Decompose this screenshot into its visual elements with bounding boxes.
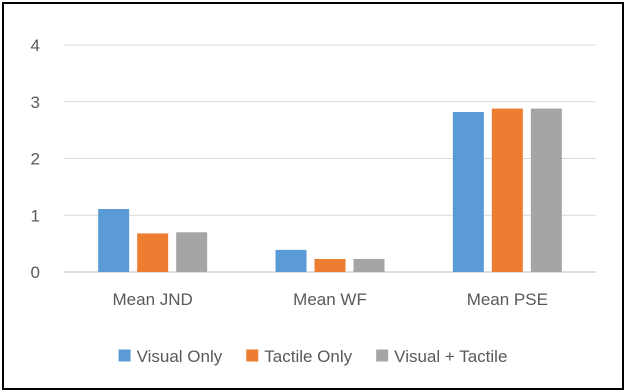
x-tick-label-mean-jnd: Mean JND — [113, 290, 193, 309]
legend-swatch-visual-only — [118, 349, 131, 362]
bar-mean-pse-visual-tactile — [530, 108, 562, 272]
legend-item-visual-tactile: Visual + Tactile — [376, 347, 507, 366]
bar-mean-jnd-tactile-only — [137, 233, 169, 272]
y-tick-label-2: 2 — [31, 150, 40, 169]
bar-mean-wf-tactile-only — [314, 258, 346, 272]
bar-mean-pse-tactile-only — [491, 108, 523, 272]
x-tick-label-mean-wf: Mean WF — [293, 290, 367, 309]
bar-mean-jnd-visual-tactile — [176, 232, 208, 272]
legend-swatch-visual-tactile — [376, 349, 389, 362]
y-tick-label-0: 0 — [31, 263, 40, 282]
bar-mean-wf-visual-tactile — [353, 258, 385, 272]
x-tick-label-mean-pse: Mean PSE — [467, 290, 548, 309]
y-tick-label-1: 1 — [31, 206, 40, 225]
bar-mean-pse-visual-only — [452, 111, 484, 272]
bar-chart: 0 1 2 3 4 Mean JND Mean WF Mean PSE Visual Onl… — [31, 36, 596, 366]
legend-swatch-tactile-only — [246, 349, 259, 362]
legend-label-tactile-only: Tactile Only — [264, 347, 352, 366]
legend-label-visual-tactile: Visual + Tactile — [394, 347, 507, 366]
x-axis-ticks: Mean JND Mean WF Mean PSE — [113, 290, 548, 309]
legend: Visual Only Tactile Only Visual + Tactile — [118, 347, 507, 366]
bar-mean-jnd-visual-only — [98, 209, 130, 272]
y-tick-label-3: 3 — [31, 93, 40, 112]
legend-label-visual-only: Visual Only — [137, 347, 223, 366]
bar-mean-wf-visual-only — [275, 249, 307, 272]
bars — [98, 108, 562, 272]
legend-item-visual-only: Visual Only — [118, 347, 223, 366]
y-tick-label-4: 4 — [31, 36, 40, 55]
y-axis-ticks: 0 1 2 3 4 — [31, 36, 40, 282]
legend-item-tactile-only: Tactile Only — [246, 347, 353, 366]
